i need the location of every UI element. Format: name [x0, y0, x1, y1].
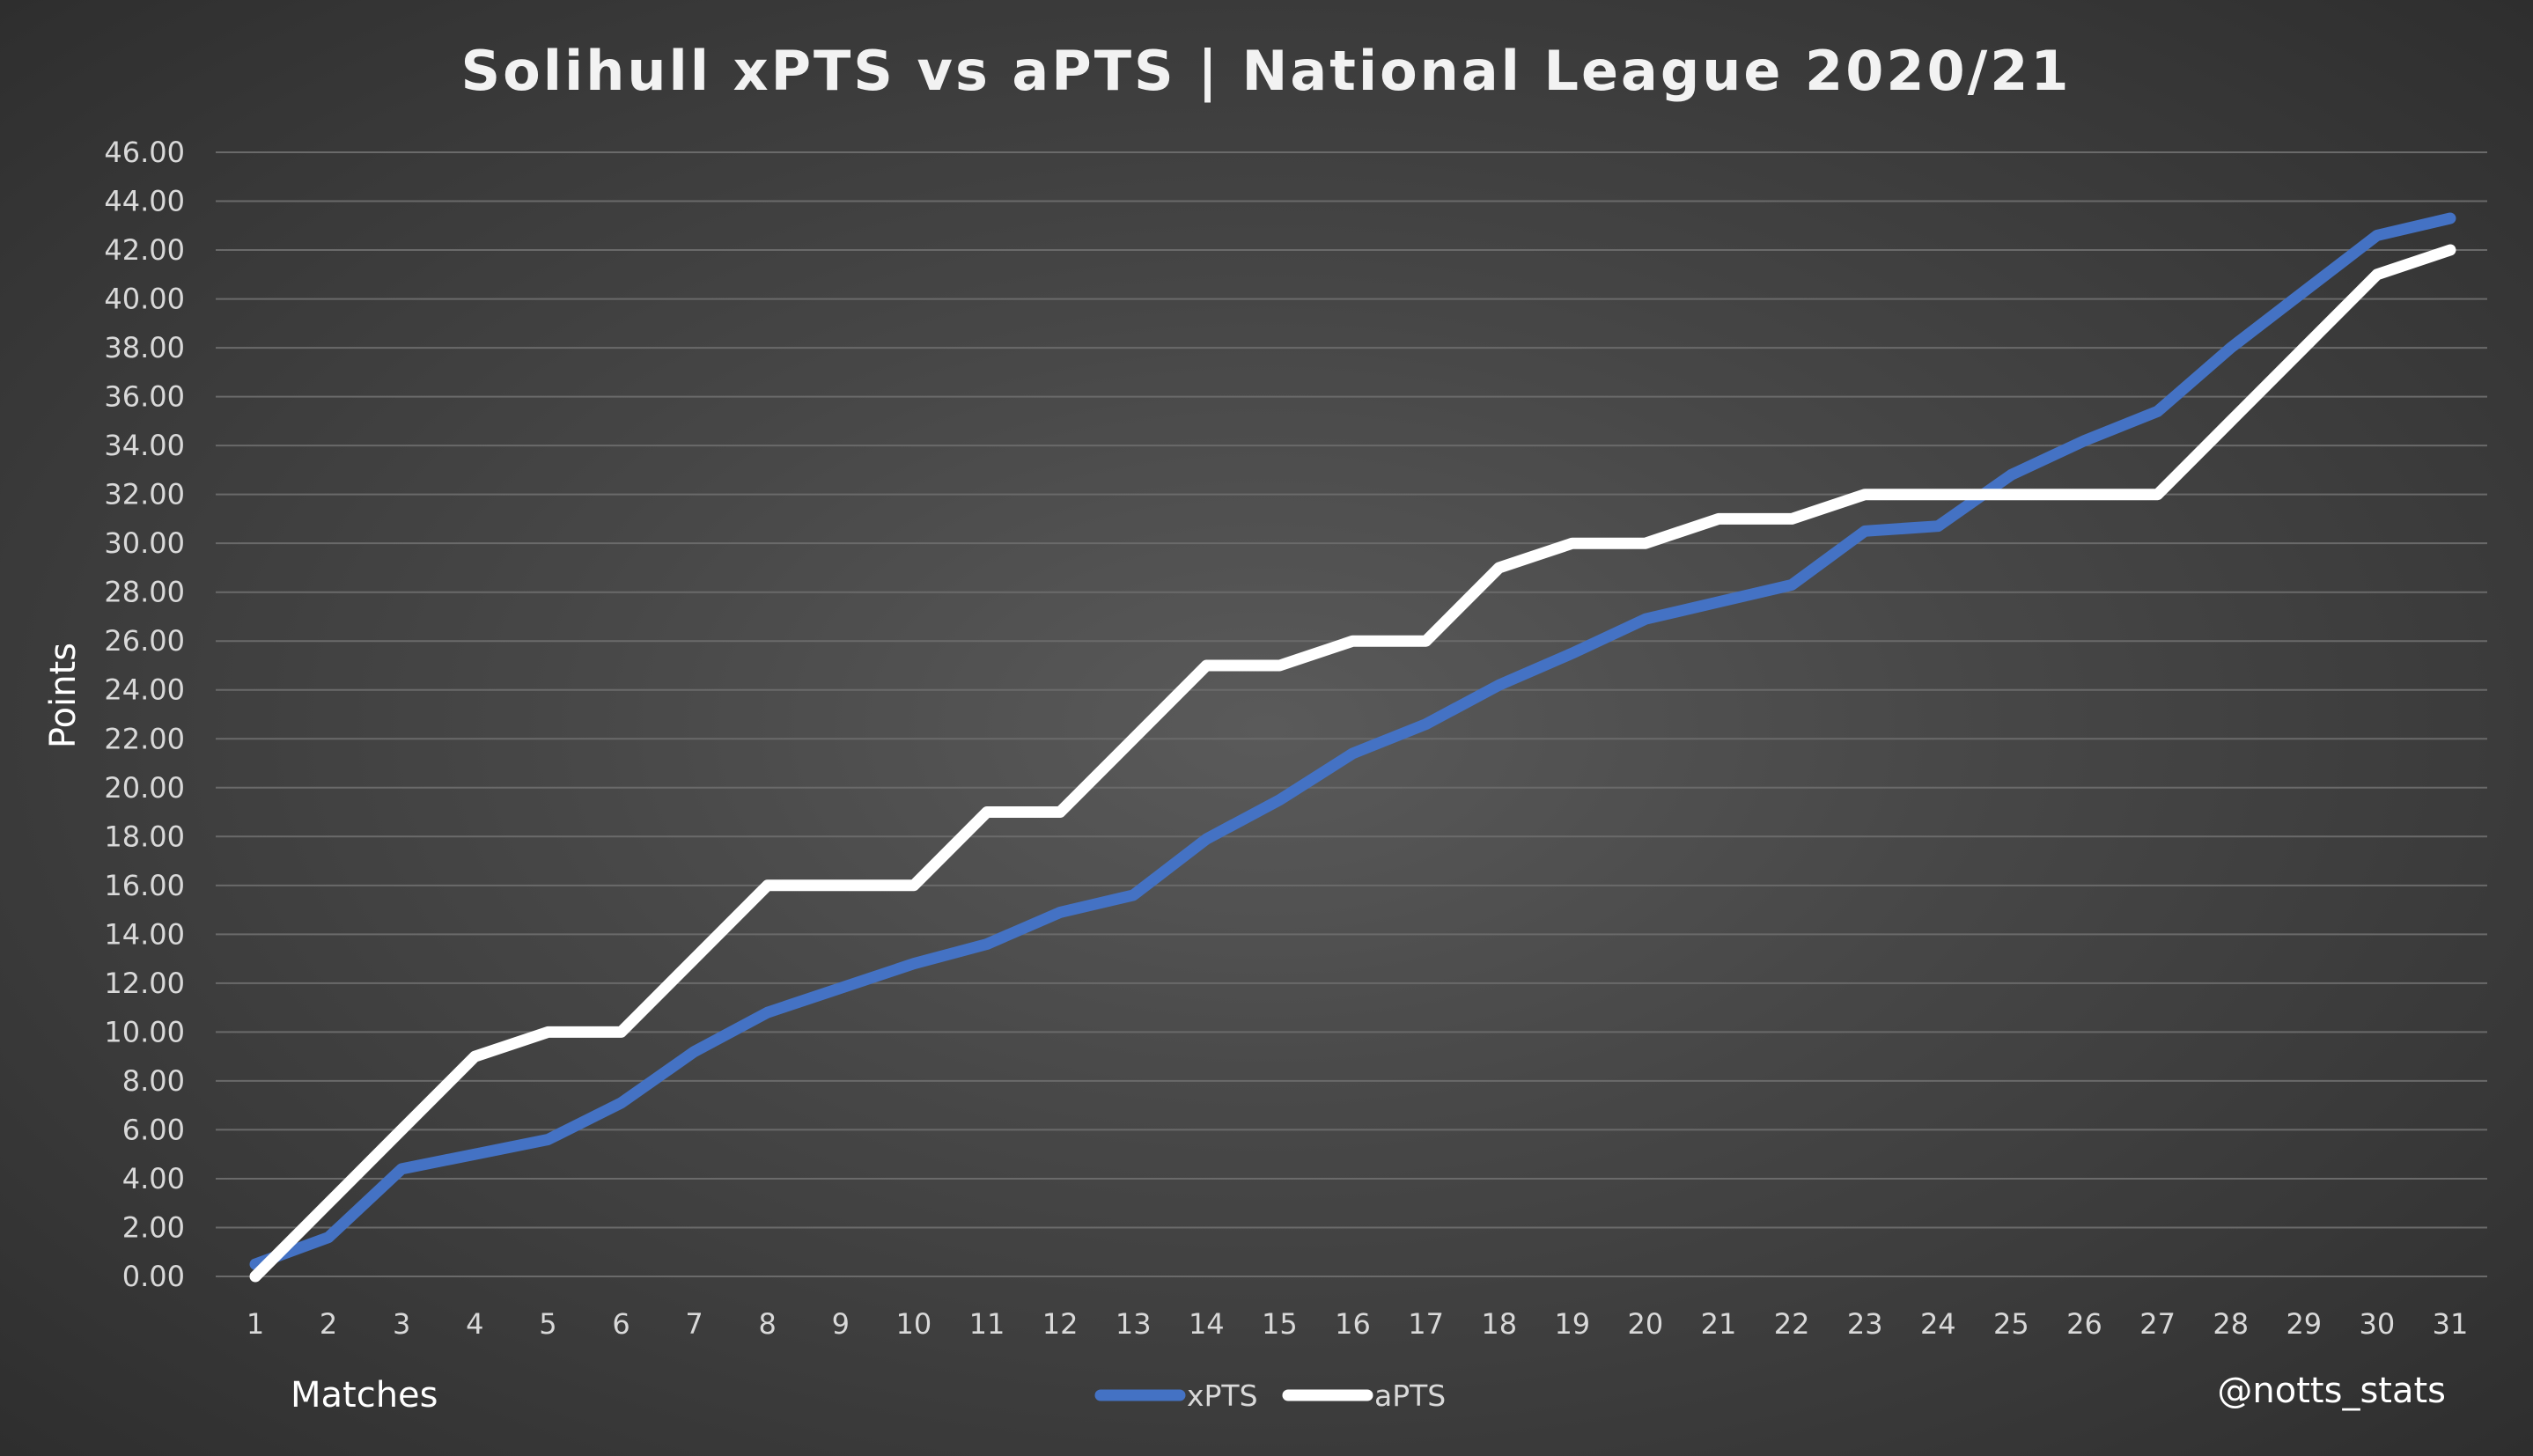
- x-tick-label: 3: [393, 1307, 410, 1341]
- y-tick-label: 4.00: [122, 1162, 185, 1195]
- x-tick-label: 12: [1042, 1307, 1079, 1341]
- y-tick-label: 20.00: [104, 771, 185, 805]
- x-tick-label: 18: [1481, 1307, 1517, 1341]
- y-tick-label: 42.00: [104, 233, 185, 267]
- y-tick-label: 12.00: [104, 967, 185, 1000]
- legend: xPTS aPTS: [1094, 1379, 1446, 1413]
- y-tick-label: 18.00: [104, 820, 185, 853]
- y-tick-label: 2.00: [122, 1210, 185, 1244]
- y-tick-label: 10.00: [104, 1015, 185, 1048]
- credit-text: @notts_stats: [2217, 1371, 2446, 1411]
- x-tick-label: 2: [320, 1307, 337, 1341]
- x-tick-label: 21: [1701, 1307, 1737, 1341]
- series-lines: [249, 212, 2456, 1283]
- x-tick-label: 28: [2213, 1307, 2249, 1341]
- x-tick-label: 22: [1774, 1307, 1810, 1341]
- x-tick-label: 25: [1993, 1307, 2029, 1341]
- x-tick-label: 13: [1116, 1307, 1152, 1341]
- y-tick-label: 28.00: [104, 576, 185, 609]
- x-tick-label: 10: [896, 1307, 932, 1341]
- x-tick-label: 11: [969, 1307, 1005, 1341]
- gridlines: [216, 151, 2487, 1277]
- x-tick-label: 8: [759, 1307, 777, 1341]
- y-tick-label: 30.00: [104, 526, 185, 560]
- x-tick-label: 14: [1189, 1307, 1225, 1341]
- x-tick-label: 24: [1920, 1307, 1956, 1341]
- y-tick-label: 46.00: [104, 136, 185, 169]
- x-tick-label: 31: [2433, 1307, 2469, 1341]
- x-tick-label: 19: [1554, 1307, 1590, 1341]
- x-tick-label: 9: [832, 1307, 850, 1341]
- x-axis-ticks: 1 2 3 4 5 6 7 8 9 10 11 12 13 14 15 16 17 18 19 20 21 22 23 24 2…: [247, 1307, 2469, 1341]
- x-tick-label: 15: [1262, 1307, 1298, 1341]
- y-tick-label: 36.00: [104, 380, 185, 414]
- x-tick-label: 30: [2360, 1307, 2396, 1341]
- y-tick-label: 22.00: [104, 722, 185, 755]
- y-tick-label: 16.00: [104, 869, 185, 902]
- x-tick-label: 20: [1628, 1307, 1664, 1341]
- chart-title: Solihull xPTS vs aPTS | National League …: [460, 39, 2071, 104]
- legend-label-xpts: xPTS: [1187, 1379, 1258, 1413]
- y-tick-label: 40.00: [104, 283, 185, 316]
- series-line-apts: [249, 244, 2456, 1283]
- x-tick-label: 4: [466, 1307, 483, 1341]
- x-tick-label: 6: [612, 1307, 630, 1341]
- y-tick-label: 6.00: [122, 1113, 185, 1146]
- x-tick-label: 17: [1408, 1307, 1444, 1341]
- y-tick-label: 24.00: [104, 673, 185, 707]
- x-tick-label: 23: [1847, 1307, 1883, 1341]
- legend-label-apts: aPTS: [1374, 1379, 1446, 1413]
- x-tick-label: 7: [685, 1307, 703, 1341]
- y-tick-label: 0.00: [122, 1260, 185, 1293]
- y-tick-label: 14.00: [104, 917, 185, 951]
- series-line-xpts: [249, 212, 2456, 1270]
- x-tick-label: 5: [539, 1307, 556, 1341]
- y-tick-label: 32.00: [104, 478, 185, 511]
- y-axis-label: Points: [43, 643, 84, 748]
- y-tick-label: 38.00: [104, 331, 185, 364]
- y-tick-label: 26.00: [104, 624, 185, 658]
- x-axis-label: Matches: [291, 1375, 438, 1416]
- y-tick-label: 34.00: [104, 429, 185, 462]
- x-tick-label: 29: [2286, 1307, 2322, 1341]
- y-tick-label: 44.00: [104, 185, 185, 218]
- x-tick-label: 16: [1335, 1307, 1371, 1341]
- y-tick-label: 8.00: [122, 1064, 185, 1098]
- x-tick-label: 1: [247, 1307, 264, 1341]
- x-tick-label: 26: [2066, 1307, 2102, 1341]
- x-tick-label: 27: [2139, 1307, 2176, 1341]
- y-axis-ticks: 0.00 2.00 4.00 6.00 8.00 10.00 12.00 14.00 16.00…: [104, 136, 185, 1293]
